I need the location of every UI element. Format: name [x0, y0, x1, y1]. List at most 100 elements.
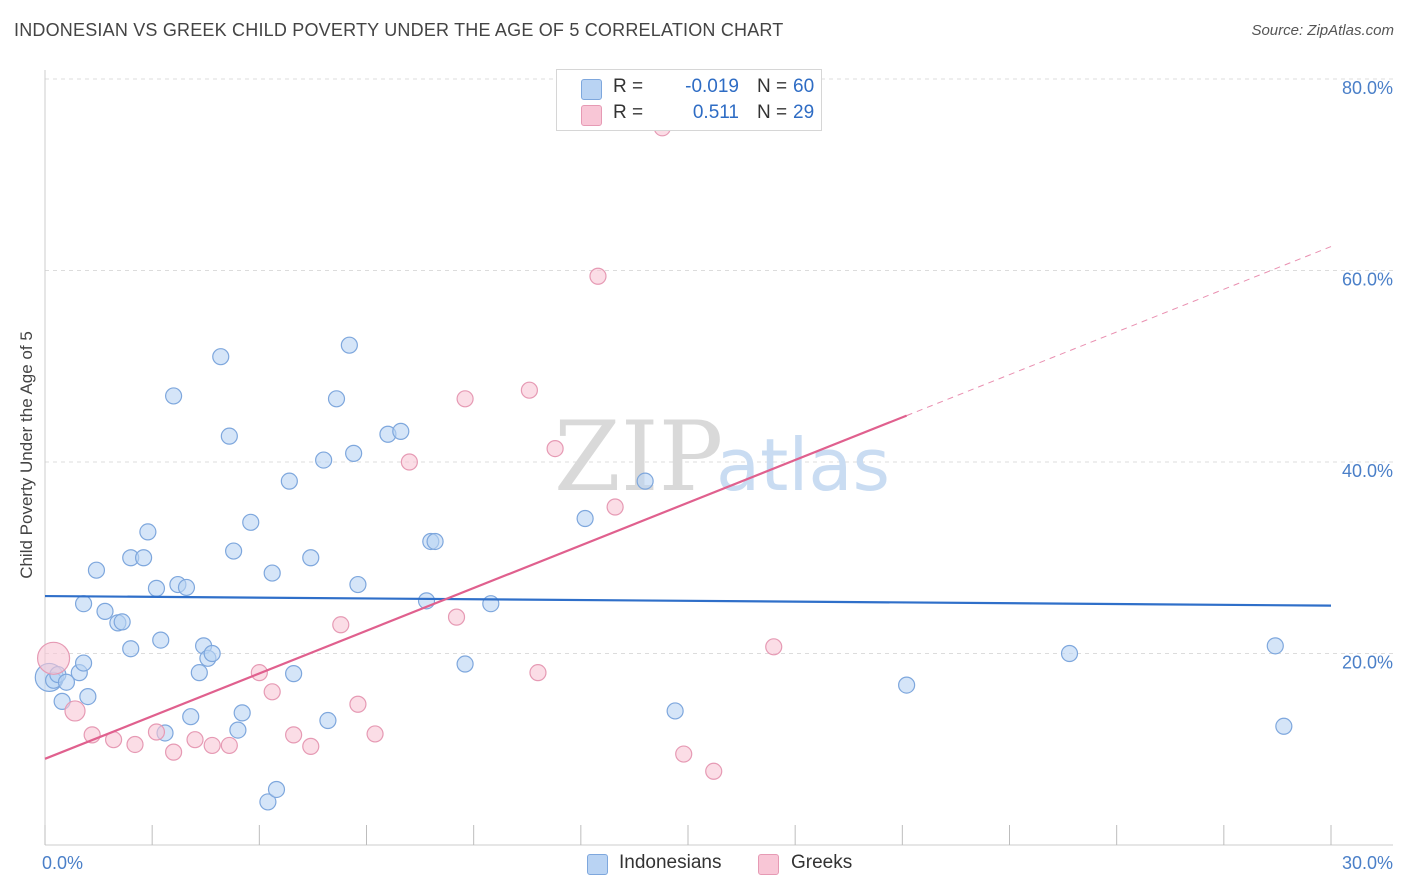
chart-title: INDONESIAN VS GREEK CHILD POVERTY UNDER … [14, 20, 784, 40]
greeks-point [606, 498, 624, 516]
indonesians-point [315, 451, 333, 469]
greeks-point [705, 762, 723, 780]
greeks-point [263, 683, 281, 701]
indonesians-point [212, 348, 230, 366]
greeks-point [520, 381, 538, 399]
indonesians-point [482, 595, 500, 613]
correlation-legend: R = -0.019 N = 60 R = 0.511 N = 29 [556, 69, 822, 131]
series-legend: Indonesians Greeks [0, 852, 1406, 878]
greeks-point [147, 723, 166, 741]
indonesians-point [233, 704, 251, 722]
indonesians-point [74, 654, 93, 672]
indonesians-point [345, 444, 363, 462]
x-axis-tick-labels: 0.0% 30.0% [42, 853, 1393, 873]
indonesians-point [666, 702, 684, 720]
x-axis-ticks [44, 825, 1332, 845]
greeks-point [186, 731, 204, 749]
greeks-point [349, 695, 367, 713]
indonesians-point [280, 472, 298, 490]
y-tick-label: 80.0% [1342, 78, 1393, 98]
indonesians-point [182, 708, 200, 726]
greeks-trend-line-extension [906, 246, 1332, 417]
indonesians-point [392, 422, 410, 440]
legend-n-value: 29 [793, 102, 815, 123]
greeks-legend-label: Greeks [791, 852, 853, 873]
watermark-atlas: atlas [716, 423, 890, 507]
greeks-point [36, 641, 71, 675]
greeks-trend-line [44, 414, 908, 760]
greeks-point [285, 726, 303, 744]
legend-n-value: 60 [793, 76, 815, 97]
indonesians-point [229, 721, 247, 739]
greeks-point [675, 745, 693, 763]
indonesians-point [57, 673, 76, 691]
indonesians-point [203, 644, 221, 663]
indonesians-point [576, 509, 594, 528]
watermark-zip: ZIP [554, 401, 723, 513]
indonesians-legend-swatch [587, 854, 608, 875]
greeks-point [203, 736, 221, 755]
greeks-point [765, 638, 783, 656]
indonesians-point [302, 549, 320, 567]
indonesians-point [1060, 644, 1079, 663]
indonesians-point [285, 665, 303, 683]
indonesians-point [263, 564, 281, 582]
y-tick-label: 60.0% [1342, 270, 1393, 290]
legend-n-label: N = [757, 102, 788, 123]
indonesians-point [636, 472, 654, 490]
indonesians-point [340, 336, 358, 354]
indonesians-point [898, 676, 916, 694]
greeks-point [165, 743, 183, 761]
indonesians-point [1266, 637, 1284, 655]
indonesians-point [139, 523, 157, 541]
indonesians-point [74, 595, 93, 613]
indonesians-point [134, 549, 153, 567]
y-tick-label: 20.0% [1342, 653, 1393, 673]
indonesians-point [165, 387, 183, 405]
greeks-point [220, 736, 238, 755]
legend-n-label: N = [757, 76, 788, 97]
indonesians-point [122, 640, 140, 658]
greeks-legend-swatch [758, 854, 779, 875]
source-label: Source: ZipAtlas.com [1251, 22, 1394, 39]
greeks-point [332, 616, 350, 634]
greeks-point [546, 439, 564, 458]
indonesians-point [190, 664, 208, 682]
indonesians-trend-line [44, 594, 1332, 607]
greeks-swatch [581, 105, 602, 126]
legend-r-label: R = [613, 102, 644, 123]
greeks-point [589, 267, 607, 285]
indonesians-point [177, 578, 196, 597]
indonesians-point [152, 631, 170, 649]
indonesians-point [426, 532, 444, 551]
gridlines [44, 70, 1393, 846]
greeks-point [447, 608, 466, 626]
legend-r-value: -0.019 [685, 76, 739, 97]
indonesians-legend-label: Indonesians [619, 852, 722, 873]
indonesians-swatch [581, 79, 602, 100]
indonesians-point [242, 513, 260, 531]
indonesians-point [96, 602, 114, 620]
greeks-point [456, 390, 474, 408]
indonesians-point [225, 542, 243, 560]
greeks-point [302, 737, 320, 755]
indonesians-point [319, 711, 337, 730]
legend-r-value: 0.511 [692, 102, 739, 123]
trend-lines [44, 246, 1332, 760]
greeks-point [366, 725, 384, 743]
greeks-point [400, 453, 418, 471]
greeks-point [126, 735, 144, 754]
indonesians-point [267, 780, 286, 799]
indonesians-point [327, 390, 346, 408]
indonesians-point [259, 793, 277, 811]
greeks-point [529, 664, 547, 682]
indonesians-point [1275, 717, 1293, 735]
legend-r-label: R = [613, 76, 644, 97]
x-tick-label: 30.0% [1342, 853, 1393, 873]
indonesians-point [87, 561, 106, 579]
indonesians-point [79, 687, 97, 706]
indonesians-point [349, 575, 367, 594]
x-tick-label: 0.0% [42, 853, 83, 873]
indonesians-point [113, 613, 131, 631]
